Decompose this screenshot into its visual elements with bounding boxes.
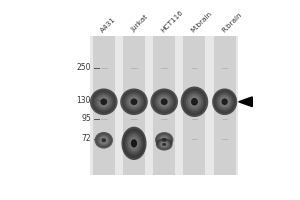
Ellipse shape	[95, 93, 112, 110]
Ellipse shape	[97, 95, 111, 108]
Ellipse shape	[125, 93, 142, 110]
Ellipse shape	[131, 139, 137, 148]
Ellipse shape	[126, 133, 142, 154]
Ellipse shape	[158, 140, 170, 149]
Bar	[183, 36, 206, 175]
Ellipse shape	[157, 134, 171, 146]
Ellipse shape	[162, 138, 166, 142]
Ellipse shape	[96, 133, 112, 148]
Ellipse shape	[182, 88, 206, 115]
Ellipse shape	[132, 141, 136, 145]
Ellipse shape	[186, 92, 203, 111]
Ellipse shape	[159, 141, 169, 148]
Ellipse shape	[97, 134, 111, 147]
Ellipse shape	[161, 142, 167, 147]
Ellipse shape	[100, 98, 107, 105]
Ellipse shape	[221, 98, 228, 105]
Ellipse shape	[220, 97, 230, 107]
Ellipse shape	[163, 144, 165, 145]
Ellipse shape	[101, 138, 106, 142]
Ellipse shape	[94, 132, 113, 149]
Ellipse shape	[102, 100, 106, 103]
Ellipse shape	[124, 131, 143, 156]
Ellipse shape	[124, 92, 144, 112]
Ellipse shape	[150, 88, 178, 115]
Text: 130: 130	[76, 96, 91, 105]
Text: 250: 250	[76, 63, 91, 72]
Ellipse shape	[99, 97, 109, 107]
Ellipse shape	[157, 95, 171, 108]
Text: M.brain: M.brain	[190, 10, 214, 33]
Bar	[153, 36, 175, 175]
Ellipse shape	[214, 90, 236, 113]
Ellipse shape	[161, 98, 168, 105]
Ellipse shape	[191, 98, 198, 106]
Polygon shape	[238, 97, 252, 107]
Ellipse shape	[157, 139, 172, 150]
Ellipse shape	[127, 95, 141, 108]
Text: R.brain: R.brain	[220, 11, 243, 33]
Ellipse shape	[212, 88, 237, 115]
Ellipse shape	[163, 100, 166, 103]
Ellipse shape	[158, 135, 170, 145]
Ellipse shape	[161, 137, 168, 143]
Ellipse shape	[130, 98, 137, 105]
Ellipse shape	[215, 92, 234, 112]
Ellipse shape	[191, 98, 198, 106]
Ellipse shape	[221, 98, 228, 105]
Ellipse shape	[92, 90, 116, 113]
Ellipse shape	[223, 100, 226, 103]
Ellipse shape	[98, 135, 110, 145]
Ellipse shape	[156, 133, 172, 147]
Ellipse shape	[100, 98, 107, 105]
Ellipse shape	[152, 90, 176, 113]
Ellipse shape	[130, 98, 137, 105]
Ellipse shape	[100, 137, 107, 143]
Ellipse shape	[159, 97, 169, 107]
Ellipse shape	[103, 139, 105, 141]
Ellipse shape	[132, 100, 136, 103]
Ellipse shape	[162, 143, 166, 146]
Ellipse shape	[155, 132, 173, 148]
Ellipse shape	[122, 90, 146, 113]
Text: 95: 95	[81, 114, 91, 123]
Ellipse shape	[120, 88, 148, 115]
Ellipse shape	[123, 129, 145, 158]
Text: A431: A431	[100, 16, 117, 33]
Ellipse shape	[90, 88, 118, 115]
Ellipse shape	[93, 92, 114, 112]
Ellipse shape	[128, 135, 140, 152]
Ellipse shape	[160, 141, 168, 147]
Ellipse shape	[184, 90, 205, 113]
Ellipse shape	[218, 95, 231, 108]
Ellipse shape	[101, 138, 106, 142]
Ellipse shape	[131, 139, 137, 148]
Ellipse shape	[156, 138, 172, 151]
Bar	[93, 36, 115, 175]
Bar	[90, 36, 238, 175]
Ellipse shape	[129, 137, 139, 150]
Ellipse shape	[217, 93, 233, 110]
Ellipse shape	[160, 136, 169, 144]
Ellipse shape	[162, 138, 166, 142]
Text: Jurkat: Jurkat	[130, 14, 149, 33]
Ellipse shape	[189, 96, 200, 107]
Ellipse shape	[156, 93, 173, 110]
Text: HCT116: HCT116	[160, 9, 184, 33]
Ellipse shape	[99, 136, 108, 144]
Ellipse shape	[181, 87, 208, 117]
Ellipse shape	[188, 94, 201, 109]
Ellipse shape	[193, 100, 196, 104]
Ellipse shape	[154, 92, 175, 112]
Ellipse shape	[163, 139, 165, 141]
Bar	[123, 36, 145, 175]
Ellipse shape	[122, 127, 146, 160]
Ellipse shape	[162, 143, 166, 146]
Ellipse shape	[161, 98, 168, 105]
Bar	[214, 36, 236, 175]
Text: 72: 72	[81, 134, 91, 143]
Ellipse shape	[129, 97, 139, 107]
